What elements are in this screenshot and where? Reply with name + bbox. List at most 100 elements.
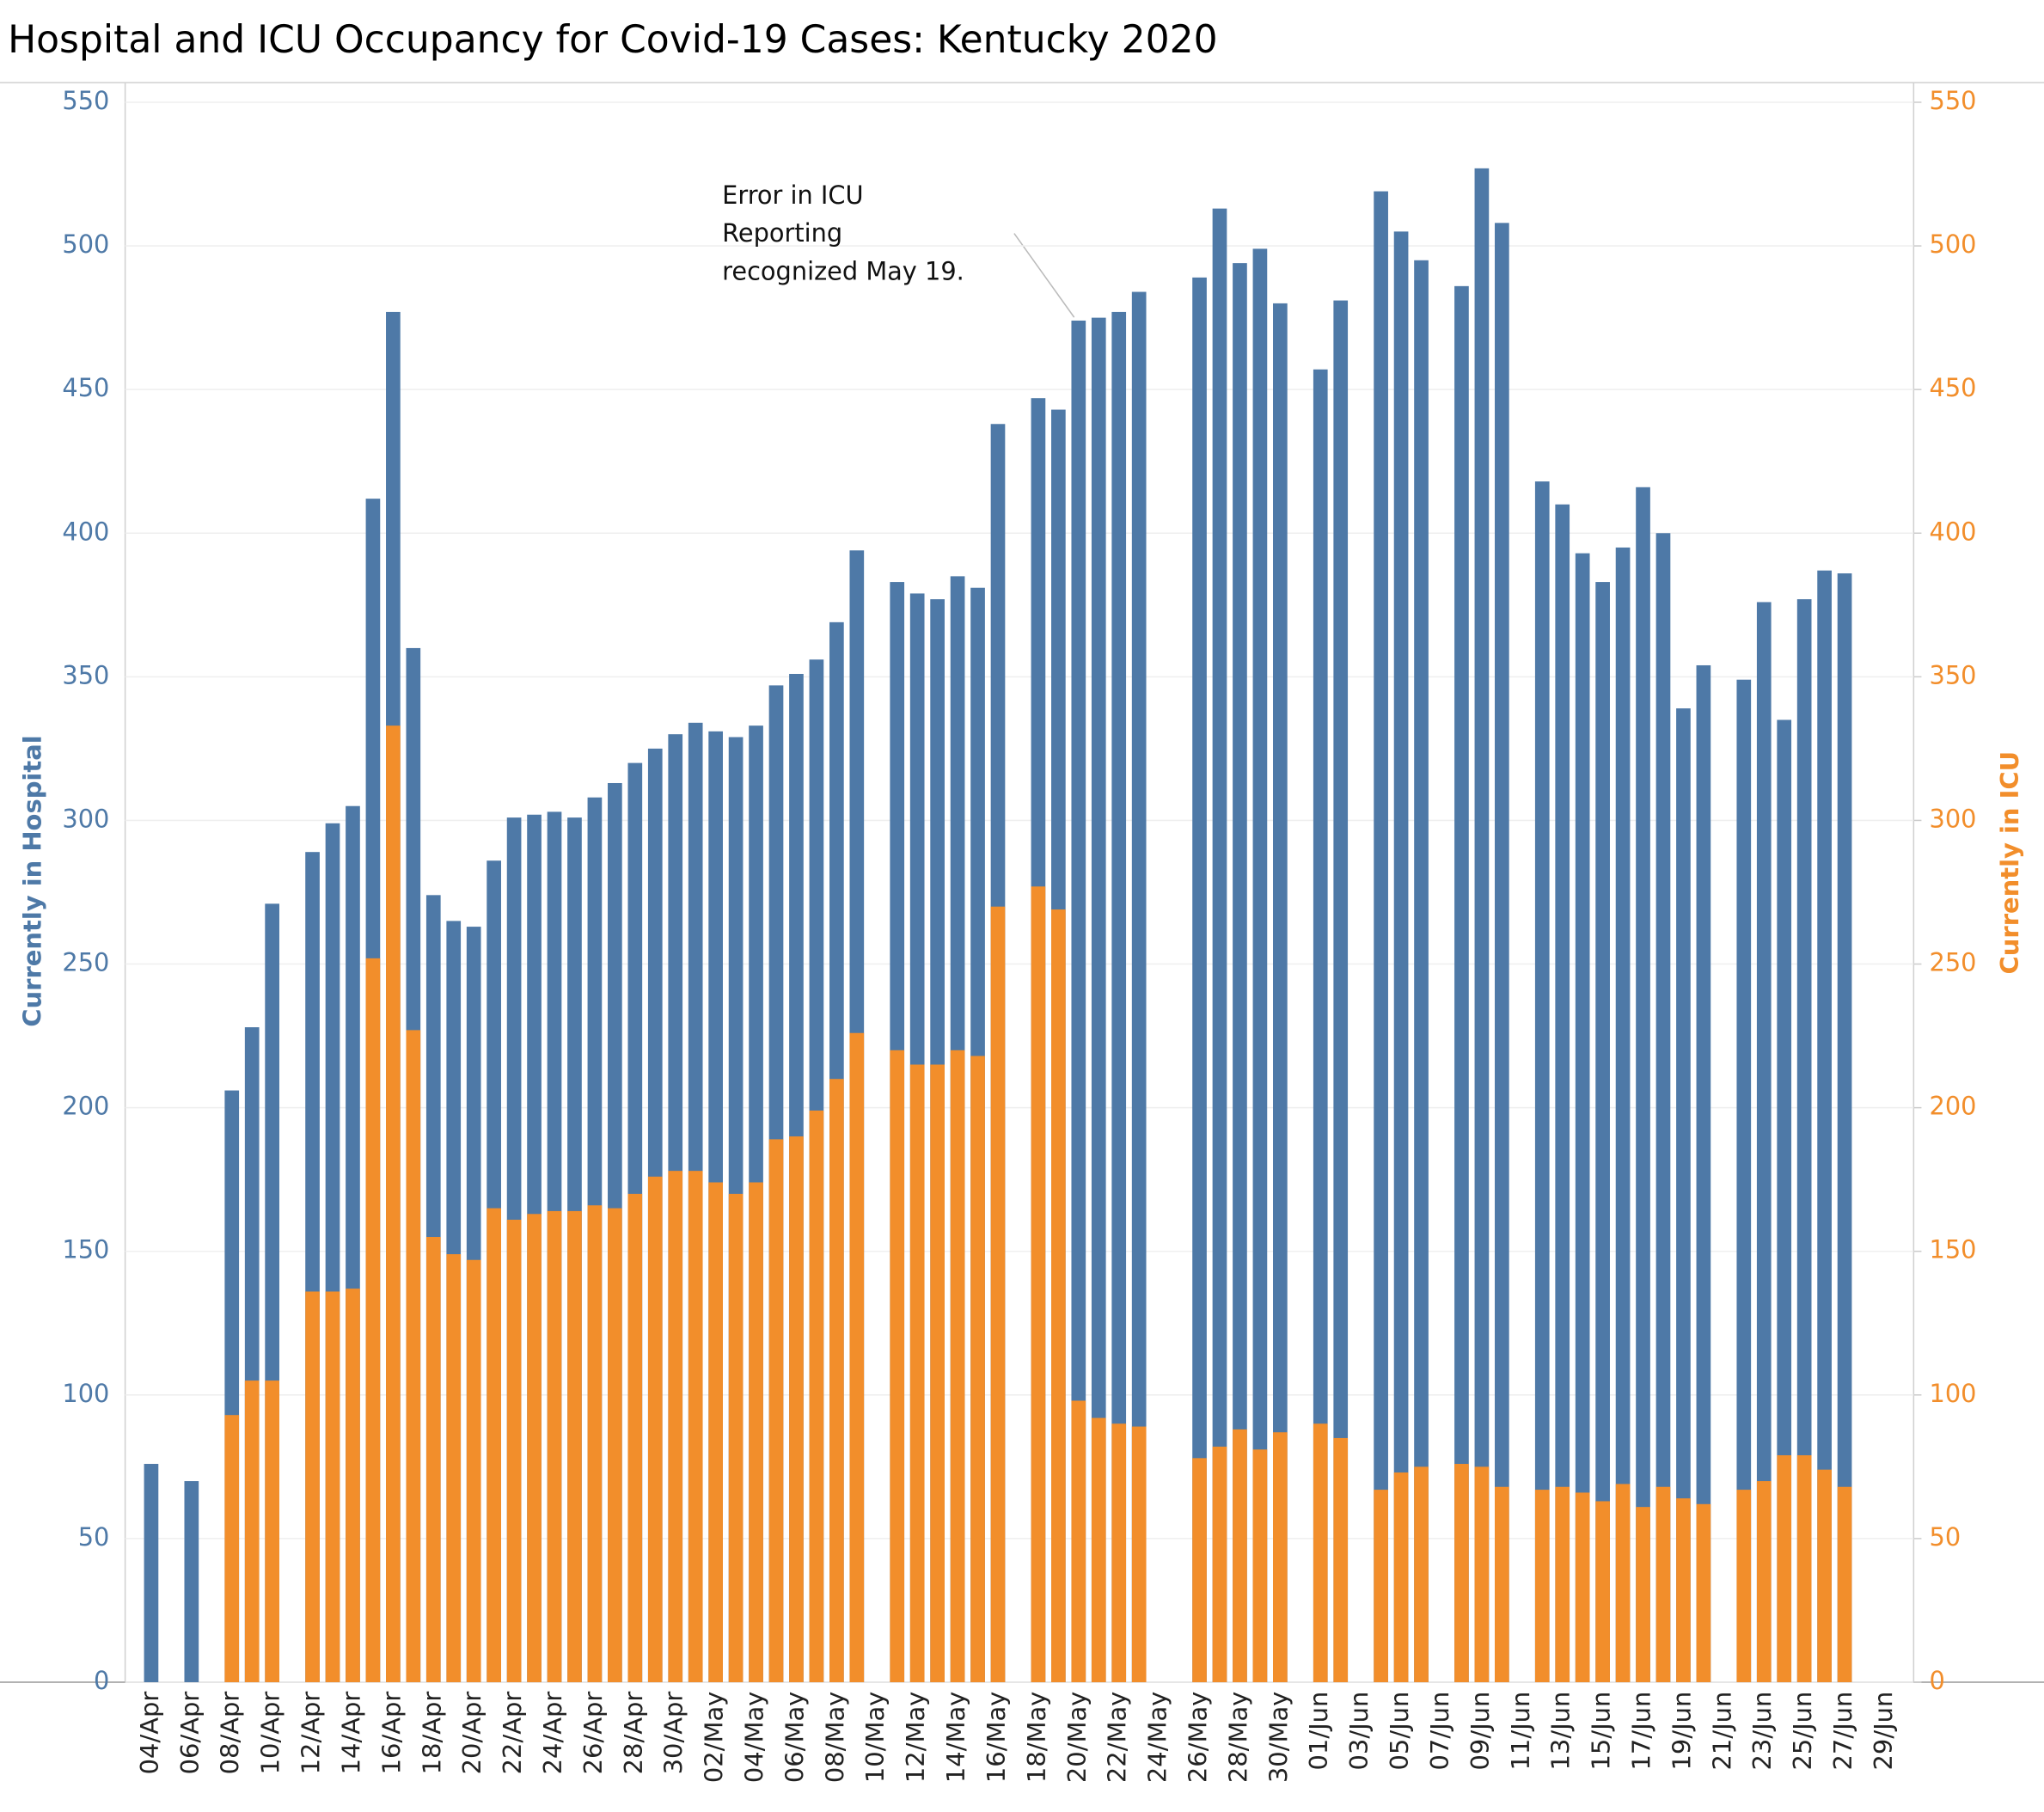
bar [365,958,381,1682]
x-tick-label: 25/Jun [1788,1692,1817,1771]
bar [970,1056,985,1682]
bar [547,1210,562,1682]
bar [1655,1486,1671,1682]
x-tick-label: 30/Apr [659,1692,688,1775]
x-tick-label: 07/Jun [1425,1692,1454,1771]
x-tick-label: 14/Apr [337,1692,366,1775]
x-tick-label: 18/May [1022,1692,1051,1783]
annotation-leader [1013,233,1075,318]
x-tick-label: 28/May [1224,1692,1253,1783]
y2-tick-label: 250 [1930,947,1977,976]
bar [1636,487,1650,1682]
y2-tick-label: 400 [1930,517,1977,546]
x-tick-label: 04/May [740,1692,769,1783]
bar [688,1171,703,1682]
bar [1374,191,1388,1682]
bar [1495,223,1509,1682]
bar [466,1259,481,1682]
bar [1756,1481,1772,1682]
annotation: Error in ICU [722,181,863,210]
x-tick-label: 23/Jun [1747,1692,1777,1771]
x-tick-label: 29/Jun [1869,1692,1898,1771]
bar [1454,285,1469,1682]
bar [849,1032,865,1682]
y-tick-label: 350 [62,660,109,689]
y-tick-label: 100 [62,1379,109,1408]
y-tick-label: 250 [62,947,109,976]
bar [1796,599,1812,1682]
x-tick-label: 16/Apr [376,1692,406,1775]
bar [1273,303,1288,1682]
bar [1796,1454,1812,1682]
x-tick-label: 09/Jun [1466,1692,1495,1771]
bar [1474,1466,1490,1682]
bar [1837,1486,1852,1682]
y2-axis-title: Currently in ICU [1995,751,2024,975]
x-tick-label: 28/Apr [619,1692,648,1775]
x-tick-label: 02/May [700,1692,729,1783]
x-tick-label: 20/May [1062,1692,1092,1783]
y2-tick-label: 50 [1930,1522,1961,1552]
bar [1111,311,1127,1682]
bar [1736,1490,1752,1682]
bar [224,1415,240,1682]
bar [325,1291,340,1682]
x-tick-label: 11/Jun [1506,1692,1535,1771]
x-tick-label: 14/May [941,1692,970,1783]
y2-tick-label: 300 [1930,804,1977,833]
y-tick-label: 500 [62,230,109,259]
bar [829,1079,844,1682]
bar [1393,231,1409,1682]
x-tick-label: 19/Jun [1667,1692,1696,1771]
x-tick-label: 06/Apr [175,1692,205,1775]
x-tick-label: 12/May [901,1692,930,1783]
bar [909,1064,925,1682]
bar [1696,664,1711,1682]
bar [749,1182,763,1682]
x-tick-label: 26/Apr [578,1692,608,1775]
bar [1131,1426,1147,1682]
bar [1131,291,1147,1682]
x-tick-label: 24/May [1143,1692,1172,1783]
y-tick-label: 200 [62,1092,109,1121]
bar [1474,168,1490,1682]
bar [627,1193,643,1682]
bar [1595,1501,1610,1682]
bar [1575,553,1590,1682]
x-tick-label: 06/May [780,1692,810,1783]
y2-tick-label: 550 [1930,86,1977,115]
y-tick-label: 300 [62,804,109,833]
bar [1414,260,1429,1682]
bar [1071,1400,1086,1682]
x-tick-label: 03/Jun [1344,1692,1374,1771]
bar [1212,208,1227,1682]
bar [1636,1507,1650,1682]
bar [668,1171,683,1682]
bar [144,1464,159,1682]
bar [930,1064,945,1682]
x-tick-label: 24/Apr [538,1692,567,1775]
bar [708,1182,723,1682]
y-tick-label: 550 [62,86,109,115]
bar [768,1139,784,1682]
bar [1534,481,1550,1682]
bar [1192,1458,1207,1682]
y-tick-label: 450 [62,373,109,402]
bar [728,1193,744,1682]
y2-tick-label: 200 [1930,1092,1977,1121]
bar [265,1380,279,1682]
y-tick-label: 50 [78,1522,110,1552]
x-tick-label: 16/May [982,1692,1011,1783]
y2-tick-label: 500 [1930,230,1977,259]
bar [1676,708,1691,1682]
bar [527,1214,542,1682]
bar [1333,1437,1349,1682]
x-tick-label: 17/Jun [1627,1692,1656,1771]
y-tick-label: 400 [62,517,109,546]
bar [1333,300,1349,1682]
x-tick-label: 22/May [1103,1692,1132,1783]
bar [1212,1446,1227,1682]
bar [1414,1466,1429,1682]
bar [1233,1429,1247,1682]
